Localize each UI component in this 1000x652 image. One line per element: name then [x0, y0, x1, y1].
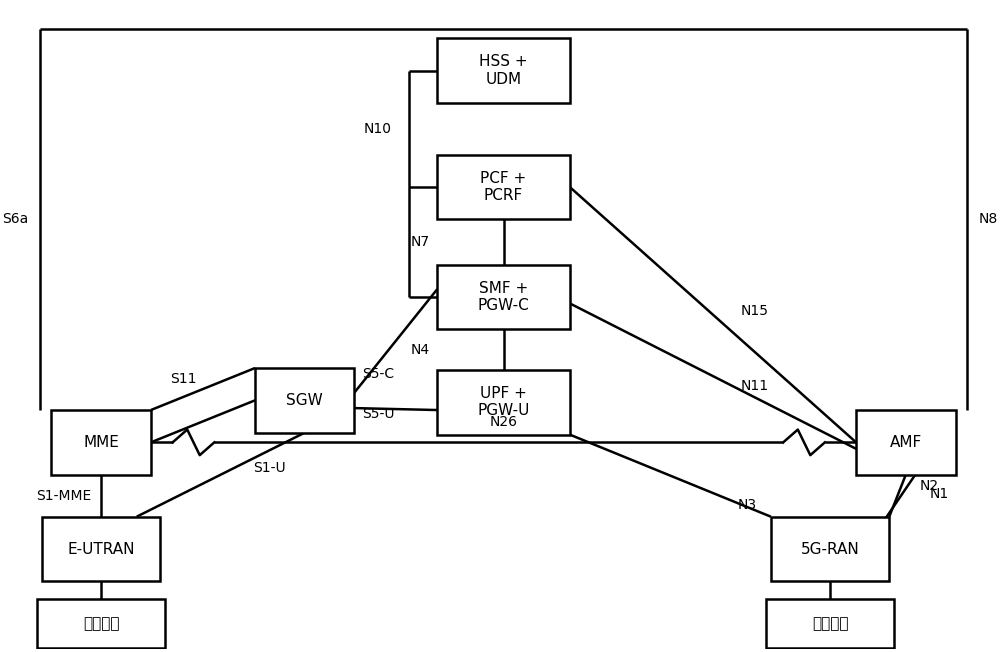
Text: S11: S11	[170, 372, 196, 387]
FancyBboxPatch shape	[437, 370, 570, 435]
FancyBboxPatch shape	[437, 155, 570, 219]
Text: N4: N4	[411, 342, 430, 357]
FancyBboxPatch shape	[255, 368, 354, 433]
Text: N15: N15	[740, 304, 768, 318]
Text: N1: N1	[929, 487, 949, 501]
Text: N11: N11	[740, 379, 768, 393]
FancyBboxPatch shape	[437, 38, 570, 103]
Text: N10: N10	[364, 122, 392, 136]
Text: S5-U: S5-U	[362, 407, 394, 421]
FancyBboxPatch shape	[51, 410, 151, 475]
Text: 终端设备: 终端设备	[812, 616, 848, 631]
Text: N3: N3	[738, 498, 757, 512]
FancyBboxPatch shape	[37, 599, 165, 647]
Text: 5G-RAN: 5G-RAN	[801, 542, 859, 557]
Text: UPF +
PGW-U: UPF + PGW-U	[477, 386, 530, 419]
FancyBboxPatch shape	[766, 599, 894, 647]
Text: S5-C: S5-C	[362, 367, 394, 381]
Text: MME: MME	[83, 435, 119, 450]
FancyBboxPatch shape	[771, 516, 889, 582]
Text: N2: N2	[920, 479, 939, 494]
FancyBboxPatch shape	[42, 516, 160, 582]
Text: SGW: SGW	[286, 393, 323, 408]
Text: N26: N26	[490, 415, 518, 428]
Text: HSS +
UDM: HSS + UDM	[479, 55, 528, 87]
FancyBboxPatch shape	[437, 265, 570, 329]
Text: SMF +
PGW-C: SMF + PGW-C	[478, 281, 529, 313]
Text: S1-MME: S1-MME	[36, 489, 92, 503]
Text: PCF +
PCRF: PCF + PCRF	[480, 171, 527, 203]
Text: S1-U: S1-U	[253, 461, 286, 475]
Text: S6a: S6a	[3, 213, 29, 226]
Text: N8: N8	[978, 213, 997, 226]
Text: 终端设备: 终端设备	[83, 616, 119, 631]
Text: E-UTRAN: E-UTRAN	[67, 542, 135, 557]
Text: AMF: AMF	[890, 435, 922, 450]
FancyBboxPatch shape	[856, 410, 956, 475]
Text: N7: N7	[411, 235, 430, 249]
